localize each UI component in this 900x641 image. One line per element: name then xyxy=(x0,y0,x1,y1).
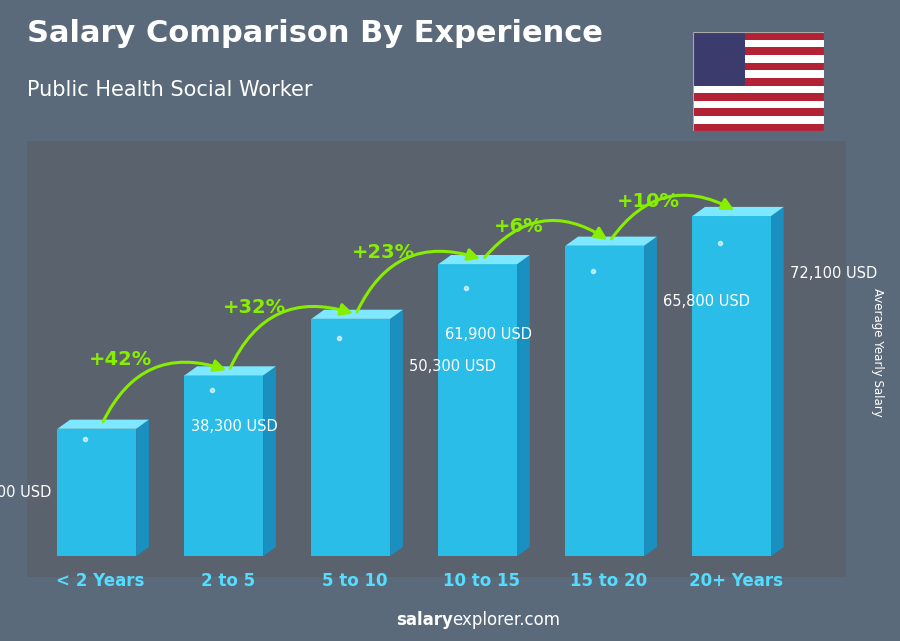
Text: 72,100 USD: 72,100 USD xyxy=(790,267,878,281)
Polygon shape xyxy=(58,429,136,556)
Text: 38,300 USD: 38,300 USD xyxy=(191,419,277,433)
Text: Average Yearly Salary: Average Yearly Salary xyxy=(871,288,884,417)
Polygon shape xyxy=(518,255,530,556)
Bar xyxy=(693,101,824,108)
Polygon shape xyxy=(136,420,149,556)
Text: 61,900 USD: 61,900 USD xyxy=(445,327,532,342)
Text: 50,300 USD: 50,300 USD xyxy=(410,359,496,374)
Polygon shape xyxy=(184,376,263,556)
FancyArrowPatch shape xyxy=(357,250,477,312)
Polygon shape xyxy=(311,319,391,556)
Text: Public Health Social Worker: Public Health Social Worker xyxy=(27,80,312,100)
Text: 2 to 5: 2 to 5 xyxy=(201,572,255,590)
Bar xyxy=(693,32,824,40)
Text: +10%: +10% xyxy=(616,192,680,212)
FancyArrowPatch shape xyxy=(230,304,350,369)
Bar xyxy=(693,63,824,71)
Bar xyxy=(693,78,824,85)
Text: 65,800 USD: 65,800 USD xyxy=(663,294,751,309)
Bar xyxy=(693,40,824,47)
Text: Salary Comparison By Experience: Salary Comparison By Experience xyxy=(27,19,603,48)
Bar xyxy=(693,108,824,116)
Polygon shape xyxy=(391,310,403,556)
Text: 15 to 20: 15 to 20 xyxy=(570,572,647,590)
Text: 5 to 10: 5 to 10 xyxy=(322,572,387,590)
Bar xyxy=(693,71,824,78)
Text: +42%: +42% xyxy=(89,350,153,369)
FancyArrowPatch shape xyxy=(484,221,605,258)
Polygon shape xyxy=(771,207,784,556)
Polygon shape xyxy=(565,246,644,556)
Text: salary: salary xyxy=(396,612,453,629)
Bar xyxy=(693,93,824,101)
Text: explorer.com: explorer.com xyxy=(452,612,560,629)
Text: < 2 Years: < 2 Years xyxy=(57,572,145,590)
Text: 20+ Years: 20+ Years xyxy=(688,572,782,590)
FancyArrowPatch shape xyxy=(104,361,223,422)
Polygon shape xyxy=(692,207,784,216)
Text: +6%: +6% xyxy=(493,217,544,236)
Polygon shape xyxy=(184,367,276,376)
Bar xyxy=(693,55,824,63)
Text: 27,000 USD: 27,000 USD xyxy=(0,485,51,500)
Polygon shape xyxy=(263,367,276,556)
Polygon shape xyxy=(438,264,518,556)
Polygon shape xyxy=(565,237,657,246)
Bar xyxy=(693,32,745,85)
Bar xyxy=(693,116,824,124)
Bar xyxy=(693,47,824,55)
Text: +23%: +23% xyxy=(352,243,416,262)
Polygon shape xyxy=(438,255,530,264)
Bar xyxy=(693,124,824,131)
Text: 10 to 15: 10 to 15 xyxy=(443,572,520,590)
Polygon shape xyxy=(692,216,771,556)
Bar xyxy=(693,85,824,93)
Polygon shape xyxy=(311,310,403,319)
FancyArrowPatch shape xyxy=(611,195,732,239)
Text: +32%: +32% xyxy=(222,299,286,317)
Polygon shape xyxy=(58,420,148,429)
Polygon shape xyxy=(644,237,657,556)
